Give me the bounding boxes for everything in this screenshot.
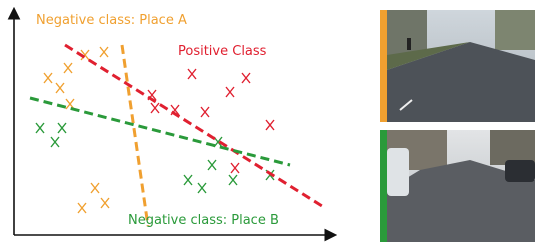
boundary-place-a: [122, 45, 148, 226]
label-negative-b: Negative class: Place B: [128, 213, 279, 228]
cross-mark: [184, 175, 192, 185]
cross-mark: [91, 183, 99, 193]
cross-mark: [151, 103, 159, 113]
photo-place-b: [380, 130, 535, 242]
cross-mark: [198, 183, 206, 193]
cross-mark: [201, 107, 209, 117]
cross-mark: [101, 198, 109, 208]
figure: Negative class: Place A Positive Class N…: [0, 0, 540, 245]
cross-mark: [56, 83, 64, 93]
cross-mark: [188, 69, 196, 79]
cross-mark: [229, 175, 237, 185]
photo-place-a: [380, 10, 535, 122]
cross-mark: [51, 137, 59, 147]
cross-mark: [100, 47, 108, 57]
label-negative-a: Negative class: Place A: [36, 13, 187, 28]
cross-mark: [266, 120, 274, 130]
label-positive: Positive Class: [178, 44, 267, 59]
cross-mark: [242, 73, 250, 83]
cross-mark: [208, 160, 216, 170]
boundary-positive: [65, 45, 322, 206]
cross-mark: [226, 87, 234, 97]
cross-mark: [58, 123, 66, 133]
cross-mark: [78, 203, 86, 213]
cross-mark: [64, 63, 72, 73]
cross-mark: [231, 163, 239, 173]
cross-mark: [36, 123, 44, 133]
cross-mark: [44, 73, 52, 83]
boundary-place-b: [30, 98, 290, 165]
